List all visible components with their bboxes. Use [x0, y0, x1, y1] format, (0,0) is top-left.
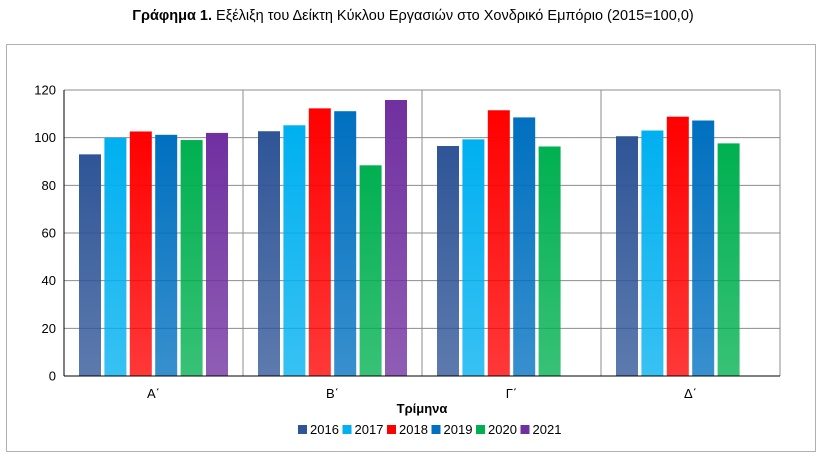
- y-tick-labels: 0 20 40 60 80 100 120: [34, 83, 56, 384]
- bar-2019-3: [513, 117, 536, 377]
- bar-2021-1: [206, 132, 228, 376]
- axes: [63, 90, 780, 377]
- bar-2017-2: [283, 125, 306, 376]
- legend-label: 2018: [399, 422, 428, 437]
- legend: 2016 2017 2018 2019 2020 2021: [298, 422, 561, 437]
- legend-item-2016: 2016: [298, 422, 339, 437]
- x-tick-label: Γ΄: [506, 386, 518, 401]
- bar-2019-1: [155, 134, 178, 376]
- bar-2016-2: [258, 131, 280, 376]
- x-tick-labels: Α΄ Β΄ Γ΄ Δ΄: [147, 386, 697, 401]
- bar-2020-3: [538, 146, 561, 376]
- bar-2020-2: [359, 165, 382, 376]
- legend-item-2021: 2021: [520, 422, 562, 437]
- bar-2021-2: [385, 100, 407, 376]
- bar-2019-4: [692, 120, 715, 376]
- legend-label: 2020: [488, 422, 517, 437]
- bar-2017-1: [104, 137, 127, 376]
- bar-2016-3: [437, 146, 459, 376]
- chart-frame: [6, 44, 816, 452]
- bar-2016-1: [79, 154, 101, 376]
- legend-swatch: [476, 425, 485, 434]
- legend-label: 2021: [533, 422, 562, 437]
- y-tick-label: 0: [49, 369, 56, 384]
- bar-2018-1: [129, 131, 152, 376]
- bar-2018-4: [666, 116, 689, 377]
- legend-item-2017: 2017: [342, 422, 384, 437]
- legend-swatch: [387, 425, 396, 434]
- x-tick-label: Α΄: [147, 386, 160, 401]
- y-tick-label: 60: [42, 226, 56, 241]
- legend-swatch: [298, 425, 307, 434]
- bar-2018-2: [308, 108, 331, 376]
- bars: [79, 100, 740, 377]
- legend-item-2019: 2019: [431, 422, 473, 437]
- chart-title-rest: Εξέλιξη του Δείκτη Κύκλου Εργασιών στο Χ…: [212, 8, 694, 24]
- bar-2018-3: [487, 110, 510, 376]
- bar-2020-1: [180, 140, 203, 376]
- bar-2017-3: [462, 139, 485, 376]
- bar-2020-4: [717, 143, 740, 376]
- legend-label: 2016: [310, 422, 339, 437]
- y-tick-label: 80: [42, 178, 56, 193]
- legend-swatch: [342, 425, 352, 434]
- y-tick-label: 100: [34, 130, 56, 145]
- y-tick-label: 20: [42, 321, 56, 336]
- legend-swatch: [520, 425, 530, 434]
- legend-label: 2017: [355, 422, 384, 437]
- legend-item-2018: 2018: [387, 422, 428, 437]
- bar-2017-4: [641, 130, 664, 376]
- bar-2016-4: [616, 136, 638, 376]
- x-tick-label: Β΄: [326, 386, 339, 401]
- bar-2019-2: [334, 111, 357, 376]
- y-tick-label: 120: [34, 83, 56, 98]
- chart-title-bold: Γράφημα 1.: [132, 8, 213, 24]
- x-axis-label: Τρίμηνα: [397, 401, 448, 416]
- legend-label: 2019: [444, 422, 473, 437]
- legend-swatch: [431, 425, 441, 434]
- chart-title: Γράφημα 1. Εξέλιξη του Δείκτη Κύκλου Εργ…: [0, 8, 826, 24]
- x-tick-label: Δ΄: [684, 386, 697, 401]
- legend-item-2020: 2020: [476, 422, 517, 437]
- y-tick-label: 40: [42, 273, 56, 288]
